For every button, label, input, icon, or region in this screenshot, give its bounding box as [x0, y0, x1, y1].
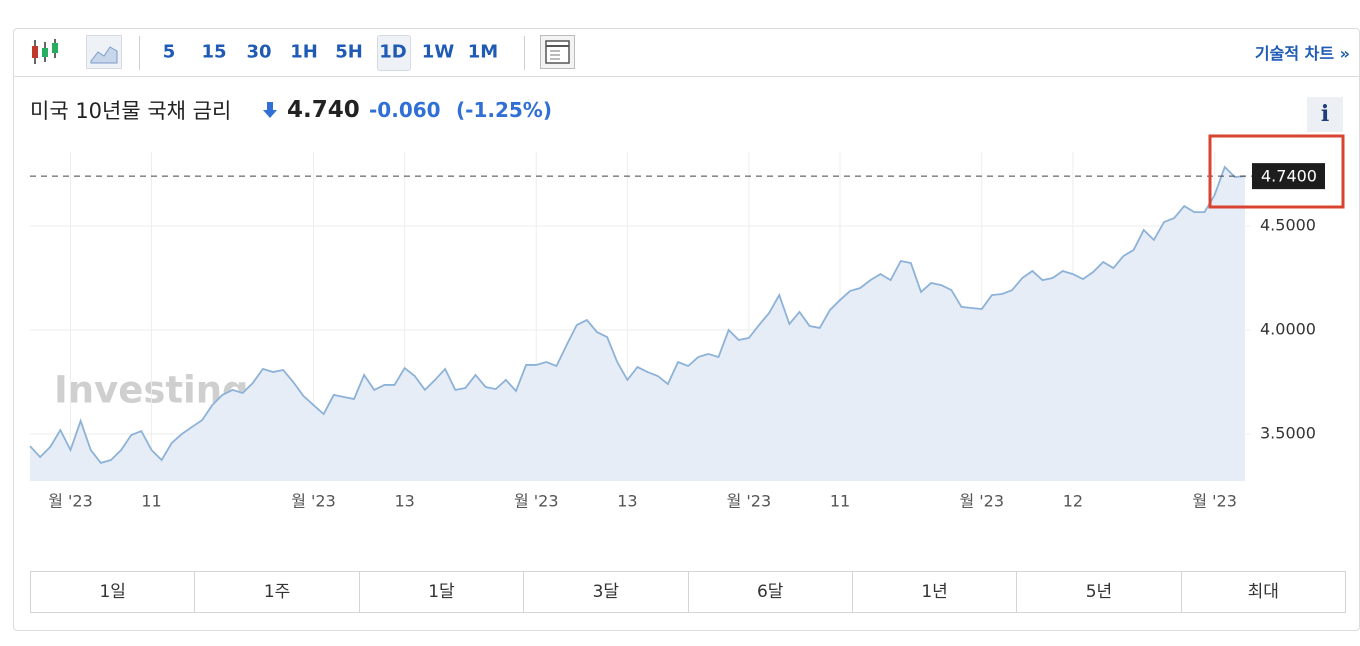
current-value-box	[1252, 163, 1325, 190]
current-value-label: 4.7400	[1261, 167, 1317, 186]
x-tick-label: 13	[617, 492, 637, 511]
highlight-box	[1208, 134, 1345, 209]
interval[interactable]: 1D	[379, 41, 407, 63]
candlestick-icon[interactable]	[30, 38, 60, 66]
layout-icon[interactable]	[540, 35, 575, 69]
interval[interactable]: 30	[246, 41, 272, 63]
x-tick-label: 월 '23	[291, 492, 336, 511]
line	[29, 165, 1246, 464]
technical-chart-link[interactable]: 기술적 차트 »	[1254, 44, 1350, 63]
interval[interactable]: 5H	[335, 41, 363, 63]
period-button[interactable]: 5년	[1016, 572, 1180, 612]
period-button[interactable]: 1일	[99, 582, 126, 602]
period-bar: 1일 1주 1달 3달 6달 1년 5년 최대	[30, 571, 1346, 613]
x-tick-label: 월 '23	[959, 492, 1004, 511]
x-tick-label: 월 '23	[727, 492, 772, 511]
period-button[interactable]: 6달	[687, 572, 852, 612]
x-tick-label: 11	[830, 492, 850, 511]
interval[interactable]: 1W	[421, 41, 455, 63]
area-icon[interactable]	[86, 35, 122, 69]
x-tick-label: 월 '23	[514, 492, 559, 511]
area-fill	[30, 166, 1245, 481]
period-button[interactable]: 최대	[1180, 572, 1345, 612]
separator	[524, 36, 525, 70]
period-button[interactable]: 1년	[851, 572, 1016, 612]
down-arrow	[263, 102, 277, 118]
period-button[interactable]: 1주	[194, 572, 358, 612]
change-percent: (-1.25%)	[456, 98, 552, 122]
x-tick-label: 11	[141, 492, 161, 511]
y-tick-label: 4.0000	[1260, 320, 1316, 339]
x-tick-label: 13	[394, 492, 414, 511]
info-button[interactable]: i	[1307, 97, 1343, 132]
separator	[139, 36, 140, 70]
instrument-title: 미국 10년물 국채 금리	[30, 99, 232, 123]
y-tick-label: 4.5000	[1260, 216, 1316, 235]
x-tick-label: 12	[1063, 492, 1083, 511]
x-tick-label: 월 '23	[48, 492, 93, 511]
interval[interactable]: 15	[201, 41, 227, 63]
selected-interval	[377, 35, 411, 71]
x-tick-label: 월 '23	[1192, 492, 1237, 511]
period-button[interactable]: 3달	[523, 572, 687, 612]
interval[interactable]: 1M	[467, 41, 499, 63]
price: 4.740	[287, 97, 360, 123]
toolbar-border	[13, 76, 1360, 77]
interval[interactable]: 1H	[290, 41, 318, 63]
period-button[interactable]: 1달	[358, 572, 523, 612]
change: -0.060	[369, 98, 441, 122]
interval[interactable]: 5	[162, 41, 176, 63]
y-tick-label: 3.5000	[1260, 424, 1316, 443]
